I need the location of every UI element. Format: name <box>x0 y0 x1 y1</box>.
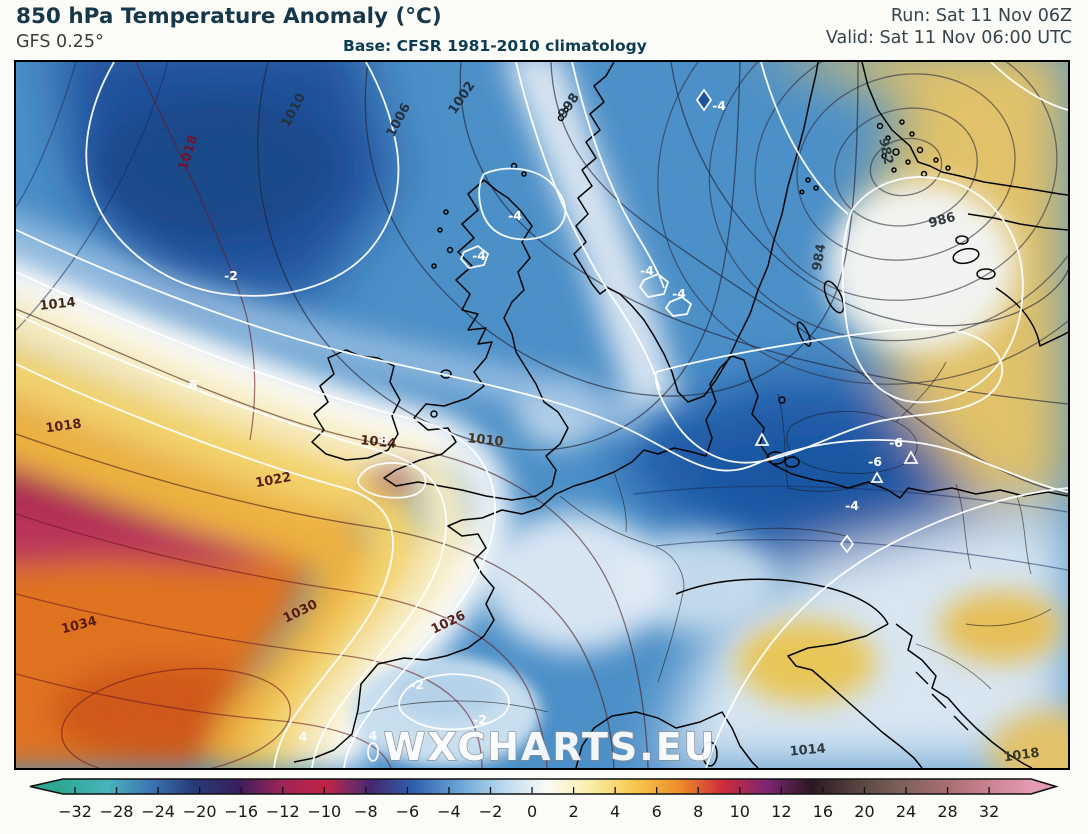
colorbar-tick-label: 0 <box>527 802 537 821</box>
anom-label: -4 <box>640 263 654 278</box>
watermark: WXCHARTS.EU <box>383 725 716 768</box>
colorbar-tick-label: 8 <box>693 802 703 821</box>
iso-label: 1014 <box>360 433 398 452</box>
anom-label: 4 <box>369 728 378 743</box>
valid-time-label: Valid: Sat 11 Nov 06:00 UTC <box>825 28 1072 48</box>
colorbar-tick-label: 2 <box>569 802 579 821</box>
anomaly-contours <box>16 62 1068 768</box>
base-climatology-label: Base: CFSR 1981-2010 climatology <box>343 37 647 55</box>
anom-label: -4 <box>845 498 859 513</box>
colorbar-tick-label: −32 <box>58 802 92 821</box>
colorbar-tick-labels: −32 −28 −24 −20 −16 −12 −10 −8 −6 −4 −2 0 2 4 6 8 10 12 16… <box>58 802 999 821</box>
colorbar-tick-label: −28 <box>100 802 134 821</box>
colorbar-tick-label: −6 <box>396 802 420 821</box>
colorbar-tick-label: −12 <box>266 802 300 821</box>
map-frame: 1018 1010 1006 1002 998 982 984 986 1014 1014 1010… <box>14 60 1070 770</box>
colorbar-tick-label: 20 <box>854 802 874 821</box>
colorbar-tick-label: 6 <box>652 802 662 821</box>
iso-label: 1014 <box>39 295 77 314</box>
model-label: GFS 0.25° <box>16 32 104 52</box>
iso-label: 1010 <box>467 431 505 450</box>
anomaly-labels: -2 -4 -4 6 8 -4 -4 -4 -6 -6 -4 -2 -2 4 4 <box>189 98 904 744</box>
colorbar-gradient-bar <box>29 778 1059 795</box>
iso-label: 986 <box>927 210 957 232</box>
colorbar-tick-label: 32 <box>979 802 999 821</box>
colorbar-tick-label: −2 <box>479 802 503 821</box>
country-borders <box>357 361 1052 715</box>
anom-label: -2 <box>224 268 238 283</box>
iso-label: 1014 <box>789 741 826 759</box>
coastlines <box>293 62 1068 768</box>
colorbar-ticks <box>74 787 990 794</box>
colorbar-tick-label: −24 <box>141 802 175 821</box>
colorbar-tick-label: −8 <box>354 802 378 821</box>
isobar-lines <box>16 62 1068 768</box>
anom-label: -6 <box>868 454 882 469</box>
colorbar-tick-label: −10 <box>307 802 341 821</box>
anom-label: -2 <box>410 677 424 692</box>
colorbar-tick-label: 24 <box>896 802 916 821</box>
anom-label: 6 <box>189 377 198 392</box>
colorbar-tick-label: 16 <box>813 802 833 821</box>
iso-label: 982 <box>875 136 895 166</box>
chart-title: 850 hPa Temperature Anomaly (°C) <box>16 4 442 29</box>
colorbar-tick-label: 28 <box>937 802 957 821</box>
anom-label: -4 <box>508 208 522 223</box>
colorbar-tick-label: 12 <box>771 802 791 821</box>
iso-label: 1018 <box>45 417 83 437</box>
colorbar-tick-label: 10 <box>730 802 750 821</box>
anom-label: -4 <box>472 248 486 263</box>
colorbar-tick-label: −20 <box>183 802 217 821</box>
colorbar-tick-label: −16 <box>224 802 258 821</box>
anom-label: -4 <box>712 98 726 113</box>
iso-label: 984 <box>810 243 829 272</box>
run-time-label: Run: Sat 11 Nov 06Z <box>890 6 1072 26</box>
speckle-texture <box>16 62 1068 768</box>
colorbar-tick-label: −4 <box>437 802 461 821</box>
anom-label: 8 <box>380 432 389 447</box>
iso-label: 1022 <box>254 470 292 491</box>
colorbar-tick-label: 4 <box>610 802 620 821</box>
anom-label: 4 <box>299 729 308 744</box>
anom-label: -2 <box>473 712 487 727</box>
anom-label: -4 <box>672 286 686 301</box>
iso-label: 1018 <box>1003 746 1041 766</box>
anom-label: -6 <box>889 435 903 450</box>
colorbar: −32 −28 −24 −20 −16 −12 −10 −8 −6 −4 −2 0 2 4 6 8 10 12 16… <box>29 778 1059 821</box>
